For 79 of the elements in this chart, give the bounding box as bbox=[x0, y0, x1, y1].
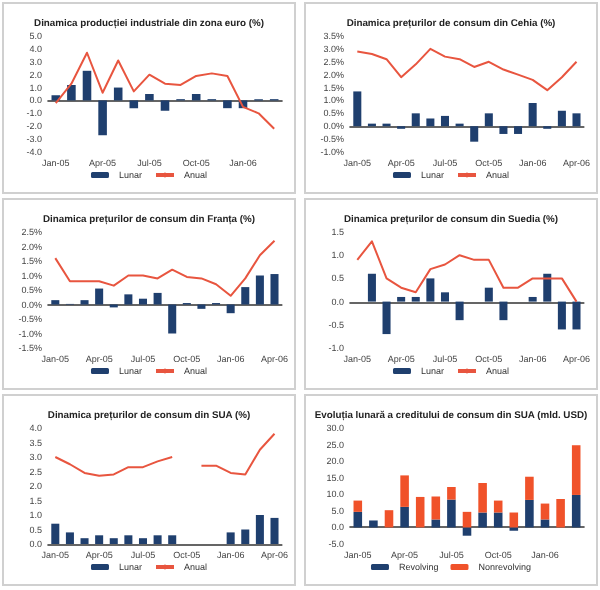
bar bbox=[484, 287, 493, 302]
bar bbox=[447, 486, 456, 500]
bar bbox=[411, 296, 420, 302]
bar bbox=[129, 100, 139, 109]
bar bbox=[571, 494, 581, 528]
bar bbox=[153, 292, 162, 305]
bar bbox=[462, 511, 472, 528]
bar bbox=[98, 100, 107, 136]
bar bbox=[426, 278, 435, 302]
bar bbox=[223, 100, 232, 109]
bar bbox=[353, 91, 362, 127]
bar bbox=[411, 113, 420, 127]
bar bbox=[80, 538, 89, 544]
bar bbox=[440, 115, 449, 127]
bar bbox=[145, 94, 154, 101]
bar bbox=[255, 515, 264, 544]
bar bbox=[447, 499, 456, 528]
bar bbox=[426, 118, 435, 127]
bar bbox=[95, 535, 104, 544]
bar bbox=[415, 496, 425, 528]
bar bbox=[557, 301, 566, 330]
bar bbox=[226, 532, 235, 544]
bar bbox=[528, 103, 537, 127]
bar bbox=[478, 483, 487, 513]
bar bbox=[431, 496, 441, 520]
bar bbox=[571, 445, 581, 495]
bar bbox=[109, 538, 118, 544]
bar bbox=[369, 520, 378, 528]
bar bbox=[400, 475, 409, 507]
bar bbox=[572, 301, 581, 330]
bar bbox=[95, 288, 104, 305]
line-series bbox=[356, 240, 578, 303]
bar bbox=[478, 512, 487, 528]
bar bbox=[138, 538, 147, 544]
bar bbox=[397, 296, 406, 302]
line-series bbox=[356, 47, 578, 92]
bar bbox=[525, 476, 534, 500]
bar bbox=[160, 100, 170, 111]
bar bbox=[270, 274, 279, 305]
bar bbox=[470, 126, 479, 142]
bar bbox=[51, 523, 60, 544]
line-series bbox=[54, 51, 276, 130]
bar bbox=[241, 529, 250, 544]
bar bbox=[540, 519, 550, 528]
bar bbox=[493, 500, 503, 513]
bar bbox=[353, 500, 363, 512]
bar bbox=[514, 126, 523, 134]
bar bbox=[138, 298, 147, 305]
bar bbox=[431, 519, 441, 528]
bar bbox=[255, 275, 264, 305]
bar bbox=[168, 304, 177, 334]
bar bbox=[525, 499, 534, 528]
bar bbox=[572, 113, 581, 127]
bar bbox=[382, 301, 391, 335]
bar bbox=[65, 532, 74, 544]
bar bbox=[82, 70, 92, 101]
bar bbox=[67, 84, 76, 101]
bar bbox=[226, 304, 235, 314]
bar bbox=[153, 535, 162, 544]
bar bbox=[462, 527, 472, 536]
bar bbox=[528, 296, 537, 302]
bar bbox=[241, 287, 250, 305]
bar bbox=[270, 517, 279, 544]
line-series bbox=[54, 239, 276, 297]
bar bbox=[168, 535, 177, 544]
bar bbox=[557, 110, 566, 127]
bar bbox=[353, 511, 363, 528]
bar bbox=[384, 510, 394, 528]
bar bbox=[499, 301, 508, 321]
bar bbox=[400, 506, 409, 528]
bar bbox=[440, 292, 449, 302]
bar bbox=[367, 273, 376, 302]
bar bbox=[124, 294, 133, 305]
bar bbox=[484, 113, 493, 127]
bar bbox=[543, 273, 552, 302]
bar bbox=[499, 126, 508, 134]
bar bbox=[124, 535, 133, 544]
bar bbox=[455, 301, 464, 321]
bar bbox=[556, 498, 565, 528]
